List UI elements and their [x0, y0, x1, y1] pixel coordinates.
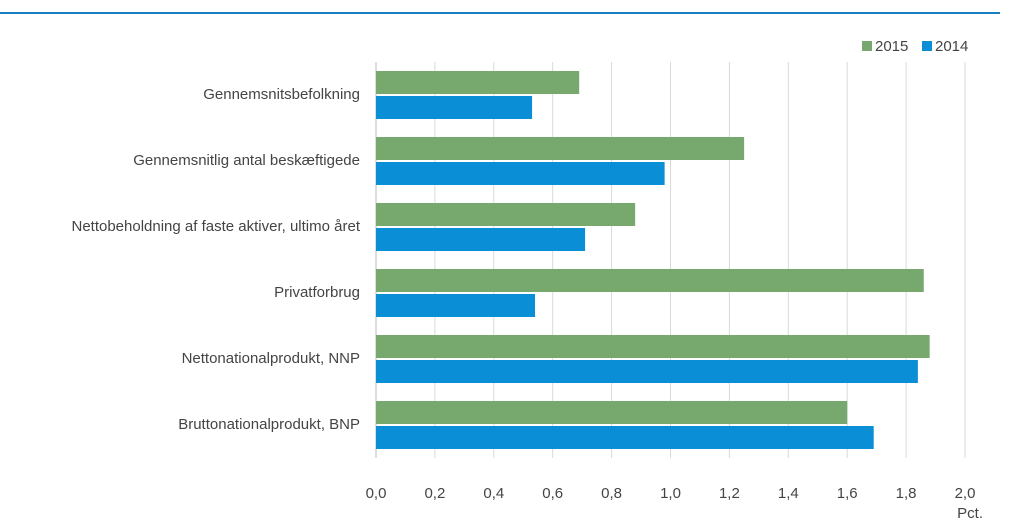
legend-label: 2015	[875, 38, 908, 55]
y-tick-label: Bruttonationalprodukt, BNP	[178, 416, 360, 433]
x-tick-label: 0,0	[366, 485, 387, 502]
x-tick-label: 0,4	[483, 485, 504, 502]
bar	[376, 228, 586, 251]
x-tick-label: 1,8	[896, 485, 917, 502]
bar	[376, 71, 580, 94]
legend-label: 2014	[935, 38, 968, 55]
x-tick-label: 1,6	[837, 485, 858, 502]
y-tick-label: Gennemsnitsbefolkning	[203, 86, 360, 103]
x-tick-label: 1,2	[719, 485, 740, 502]
bar	[376, 269, 924, 292]
bar	[376, 335, 930, 358]
bar	[376, 294, 536, 317]
x-axis-label: Pct.	[957, 505, 983, 522]
legend-swatch	[922, 41, 932, 51]
x-tick-label: 0,6	[542, 485, 563, 502]
bar	[376, 401, 848, 424]
bar	[376, 96, 533, 119]
legend-swatch	[862, 41, 872, 51]
y-tick-label: Nettonationalprodukt, NNP	[182, 350, 360, 367]
bar	[376, 426, 874, 449]
x-tick-label: 0,8	[601, 485, 622, 502]
x-tick-label: 1,4	[778, 485, 799, 502]
y-tick-label: Nettobeholdning af faste aktiver, ultimo…	[71, 218, 360, 235]
bar	[376, 162, 665, 185]
bar	[376, 360, 918, 383]
bar	[376, 203, 636, 226]
y-tick-label: Privatforbrug	[274, 284, 360, 301]
bar	[376, 137, 745, 160]
x-tick-label: 1,0	[660, 485, 681, 502]
x-tick-label: 0,2	[424, 485, 445, 502]
x-tick-label: 2,0	[955, 485, 976, 502]
y-tick-label: Gennemsnitlig antal beskæftigede	[133, 152, 360, 169]
